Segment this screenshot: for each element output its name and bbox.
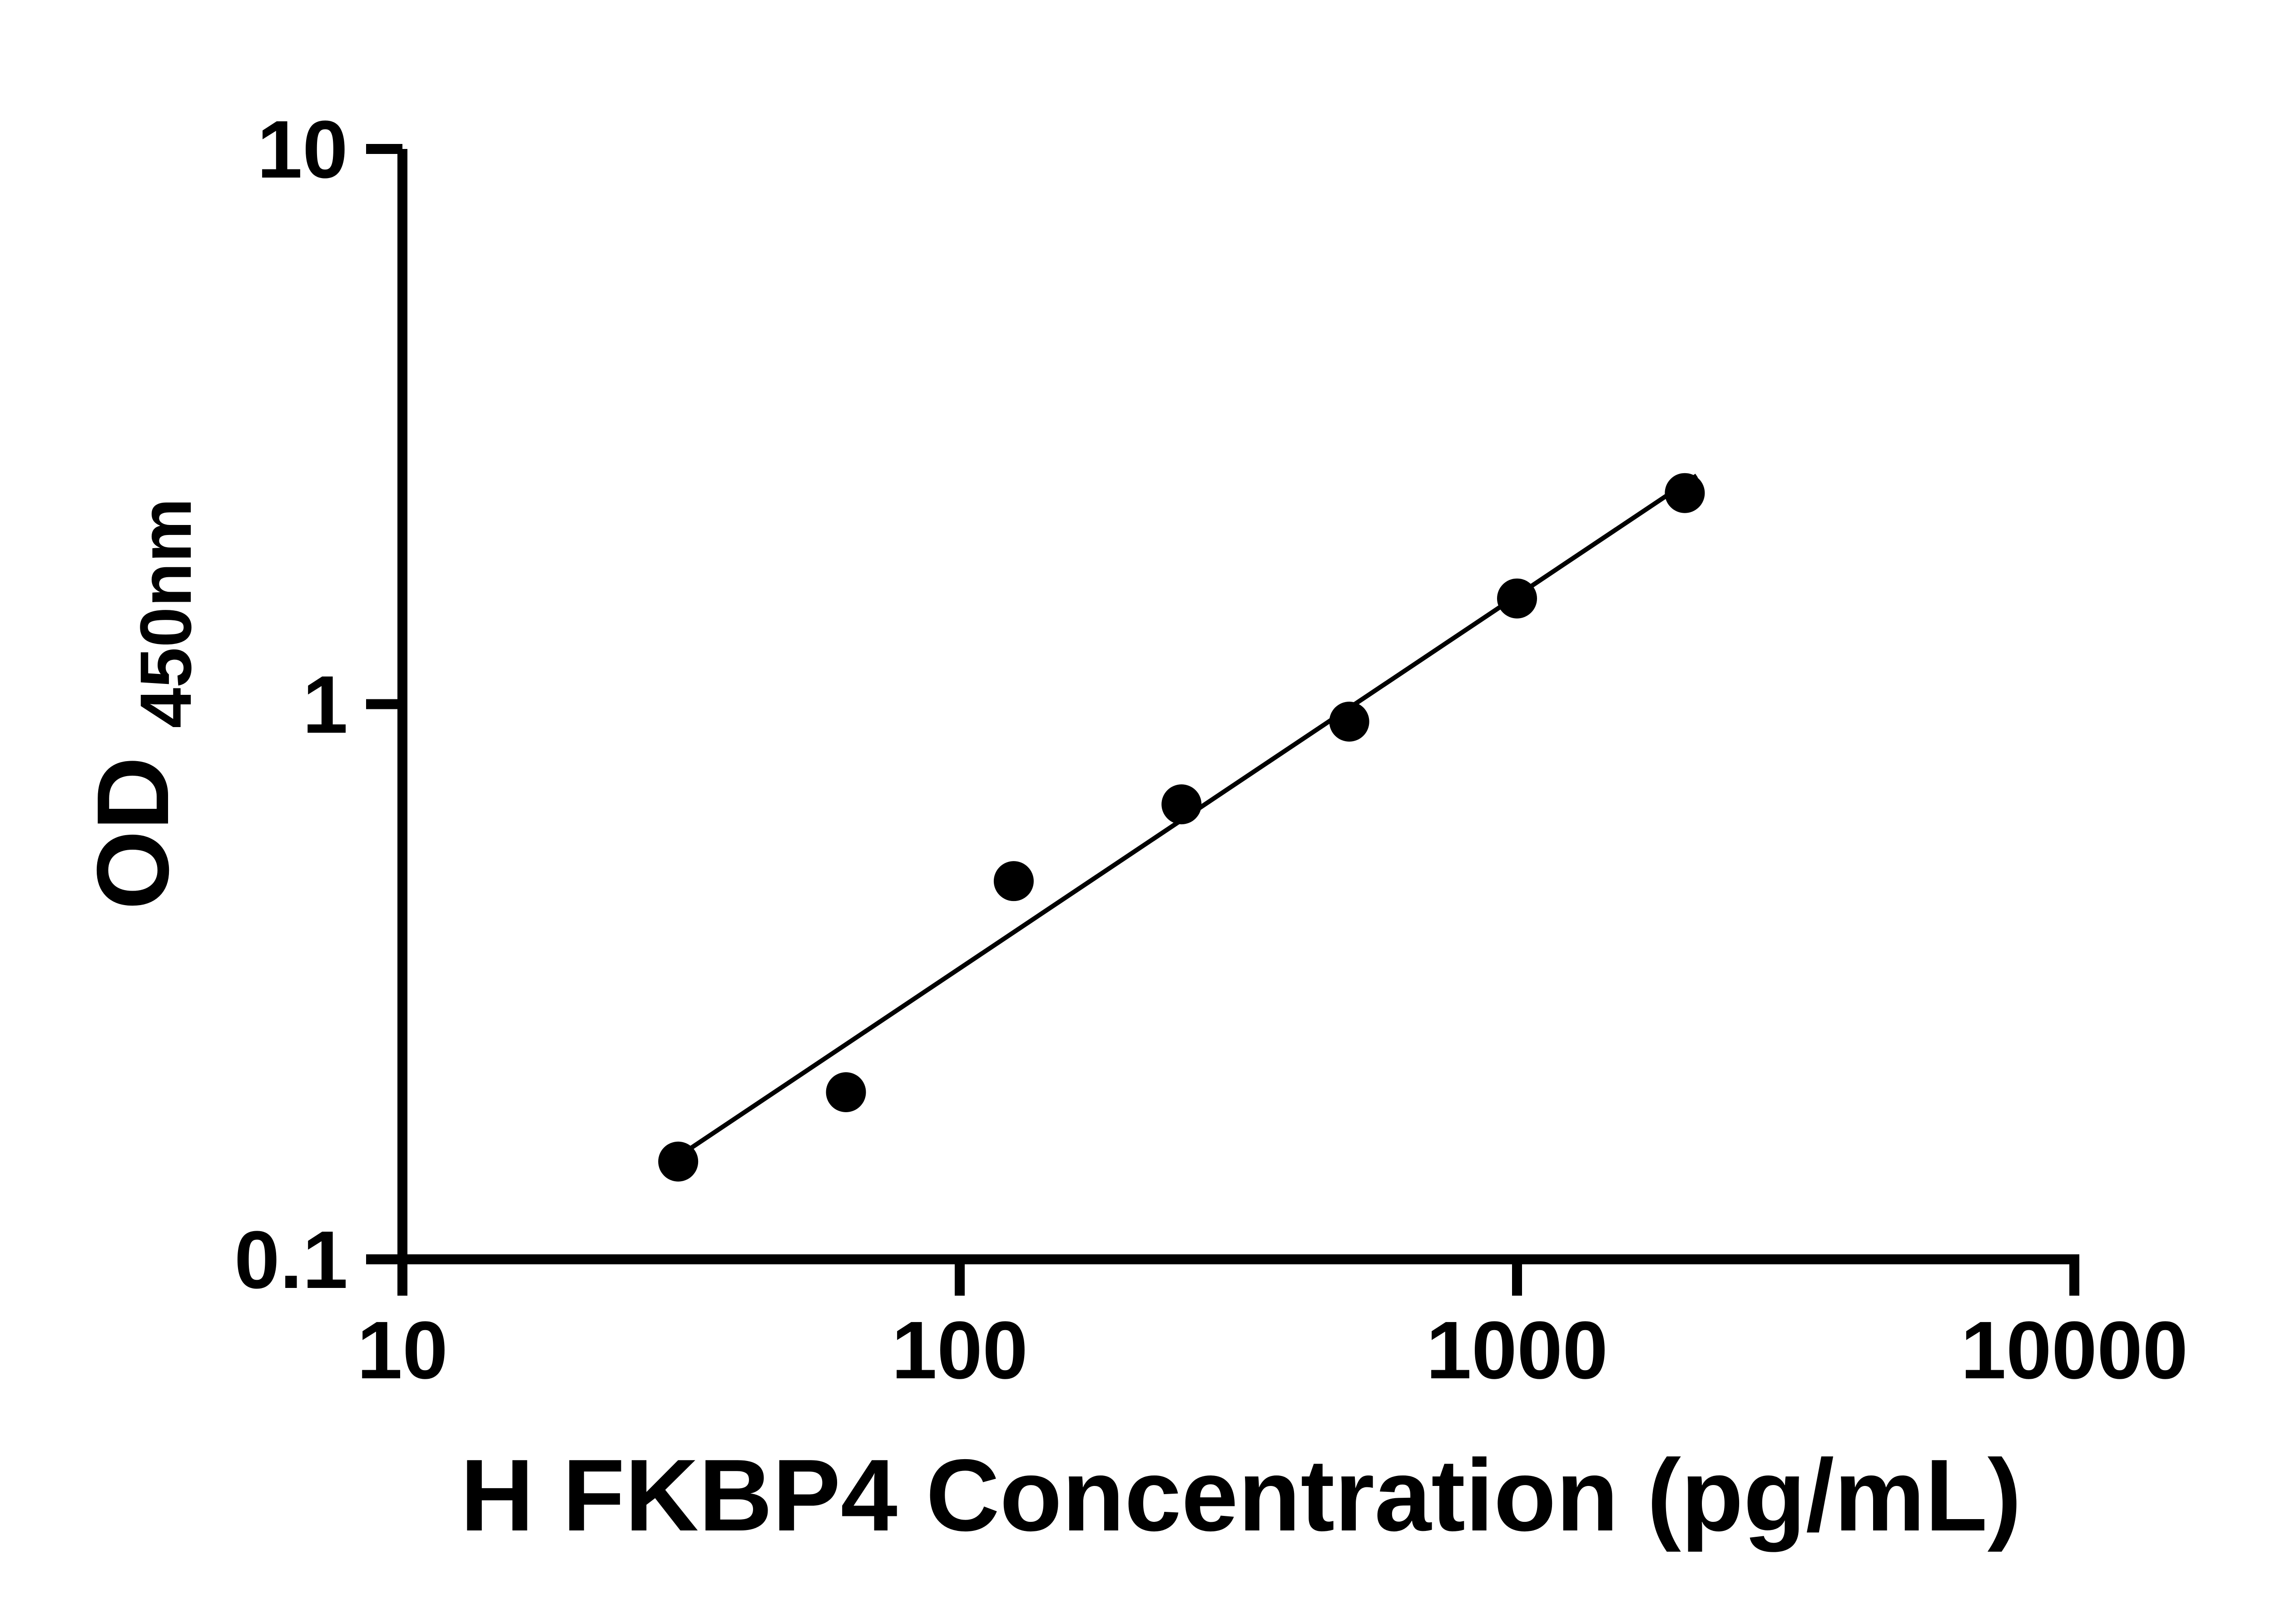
- y-tick-label: 1: [302, 659, 348, 751]
- x-axis-ticks: [397, 1259, 2079, 1296]
- data-point: [658, 1141, 699, 1182]
- x-axis-tick-labels: 10 100 1000 10000: [357, 1305, 2188, 1396]
- y-axis-title: OD 450nm: [75, 498, 206, 910]
- data-point: [1329, 702, 1369, 742]
- y-tick-label: 10: [257, 104, 348, 195]
- y-axis-title-subscript: 450nm: [125, 498, 206, 728]
- x-tick-label: 1000: [1426, 1305, 1608, 1396]
- y-axis-title-main: OD: [75, 757, 190, 910]
- x-tick-label: 100: [892, 1305, 1028, 1396]
- x-tick-label: 10: [357, 1305, 448, 1396]
- data-point: [826, 1072, 866, 1112]
- data-point: [1665, 473, 1705, 513]
- data-point: [993, 861, 1034, 901]
- x-tick-label: 10000: [1961, 1305, 2188, 1396]
- y-tick-label: 0.1: [234, 1214, 348, 1306]
- y-axis-tick-labels: 0.1 1 10: [234, 104, 348, 1306]
- data-points: [658, 473, 1705, 1182]
- y-axis-ticks: [366, 144, 402, 1264]
- data-point: [1497, 578, 1537, 619]
- data-point: [1161, 784, 1202, 825]
- x-axis-title: H FKBP4 Concentration (pg/mL): [460, 1438, 2021, 1552]
- axes-frame: [397, 149, 2079, 1264]
